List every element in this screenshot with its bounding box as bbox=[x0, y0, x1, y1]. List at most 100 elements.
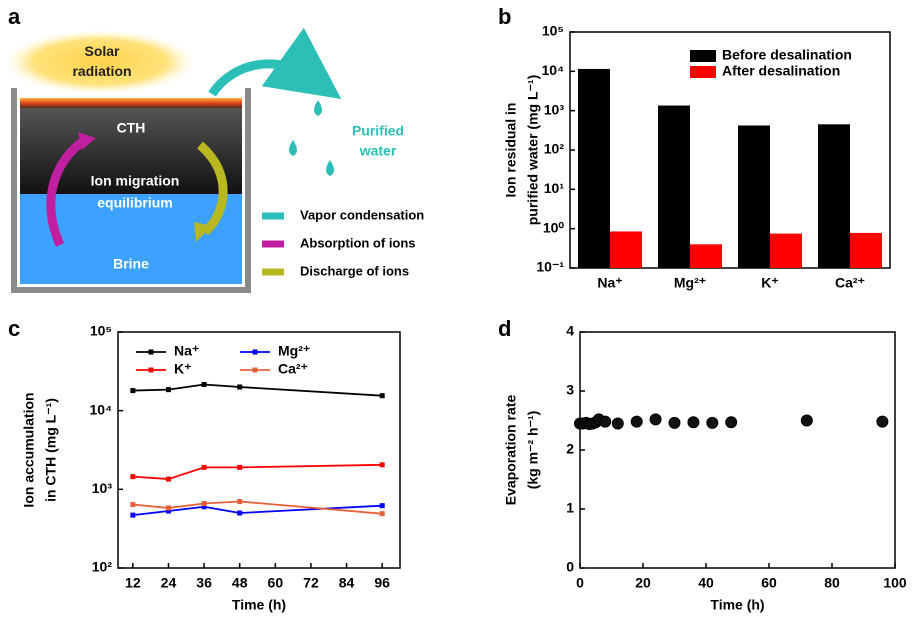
x-tick-label: 84 bbox=[339, 575, 355, 591]
arrow-absorb bbox=[46, 136, 88, 247]
y-tick-label: 4 bbox=[566, 323, 574, 339]
x-tick-label: 12 bbox=[125, 575, 141, 591]
marker bbox=[237, 384, 243, 390]
marker bbox=[237, 510, 243, 516]
bar bbox=[610, 231, 642, 268]
droplets bbox=[289, 100, 334, 176]
bar bbox=[690, 244, 722, 268]
legend-marker bbox=[148, 349, 154, 355]
legend-text: Na⁺ bbox=[174, 343, 199, 359]
droplet bbox=[289, 140, 297, 156]
y-tick-label: 10⁵ bbox=[90, 323, 112, 339]
y-tick-label: 10³ bbox=[544, 101, 565, 117]
y-axis-label: purified water (mg L⁻¹) bbox=[525, 75, 541, 226]
point bbox=[706, 416, 719, 429]
marker bbox=[201, 504, 207, 510]
legend-text: K⁺ bbox=[174, 361, 192, 377]
x-tick-label: 100 bbox=[883, 575, 907, 591]
x-tick-label: Mg²⁺ bbox=[674, 275, 706, 291]
marker bbox=[165, 387, 171, 393]
x-tick-label: 20 bbox=[635, 575, 651, 591]
plot-frame bbox=[117, 331, 401, 569]
y-tick-label: 10² bbox=[544, 141, 565, 157]
product-label: Purified bbox=[352, 123, 404, 139]
legend-marker bbox=[148, 367, 154, 373]
y-tick-label: 10³ bbox=[92, 480, 113, 496]
y-tick-label: 3 bbox=[566, 382, 574, 398]
legend-swatch bbox=[690, 50, 716, 62]
layer-label: equilibrium bbox=[97, 195, 172, 211]
point bbox=[599, 415, 612, 428]
diagram: a Solar radiation CTH Ion migration equil… bbox=[5, 4, 424, 293]
point bbox=[630, 415, 643, 428]
legend-swatch bbox=[690, 66, 716, 78]
point bbox=[725, 416, 738, 429]
product-label: water bbox=[359, 143, 397, 159]
panel-label: d bbox=[498, 316, 511, 341]
y-tick-label: 10⁴ bbox=[542, 62, 565, 78]
y-tick-label: 2 bbox=[566, 441, 574, 457]
legend-text: Absorption of ions bbox=[300, 235, 416, 250]
marker bbox=[201, 382, 207, 388]
layer-label: CTH bbox=[117, 120, 146, 136]
sun-glow bbox=[5, 30, 195, 94]
x-axis-label: Time (h) bbox=[232, 597, 286, 613]
x-tick-label: 40 bbox=[698, 575, 714, 591]
legend-text: Vapor condensation bbox=[300, 207, 424, 222]
bar bbox=[658, 105, 690, 268]
marker bbox=[379, 462, 385, 468]
point bbox=[687, 416, 700, 429]
y-tick-label: 0 bbox=[566, 559, 574, 575]
x-tick-label: 96 bbox=[374, 575, 390, 591]
legend-text: Discharge of ions bbox=[300, 263, 409, 278]
y-tick-label: 1 bbox=[566, 500, 574, 516]
x-tick-label: Ca²⁺ bbox=[835, 275, 865, 291]
marker bbox=[130, 474, 136, 480]
point bbox=[800, 414, 813, 427]
marker bbox=[237, 499, 243, 505]
marker bbox=[201, 464, 207, 470]
marker bbox=[165, 508, 171, 514]
marker bbox=[237, 464, 243, 470]
x-tick-label: 60 bbox=[761, 575, 777, 591]
y-axis-label: in CTH (mg L⁻¹) bbox=[43, 398, 59, 502]
marker bbox=[379, 511, 385, 517]
layer-label: Brine bbox=[113, 256, 149, 272]
x-tick-label: 36 bbox=[196, 575, 212, 591]
y-tick-label: 10¹ bbox=[544, 180, 565, 196]
arrow-absorb bbox=[78, 132, 96, 150]
droplet bbox=[326, 160, 334, 176]
legend-text: After desalination bbox=[722, 63, 840, 79]
sun-text: Solar bbox=[84, 43, 120, 59]
container bbox=[11, 88, 251, 293]
marker bbox=[379, 393, 385, 399]
layer-label: Ion migration bbox=[91, 173, 180, 189]
droplet bbox=[314, 100, 322, 116]
x-tick-label: 80 bbox=[824, 575, 840, 591]
bar bbox=[850, 232, 882, 268]
y-tick-label: 10⁴ bbox=[90, 401, 113, 417]
y-tick-label: 10⁻¹ bbox=[536, 259, 564, 275]
x-tick-label: 72 bbox=[303, 575, 319, 591]
y-tick-label: 10⁵ bbox=[542, 23, 564, 39]
x-tick-label: Na⁺ bbox=[597, 275, 622, 291]
marker bbox=[165, 505, 171, 511]
panel-label: c bbox=[8, 316, 20, 341]
panel-label: b bbox=[498, 4, 511, 29]
x-tick-label: K⁺ bbox=[761, 275, 779, 291]
marker bbox=[130, 512, 136, 518]
arrow-vapor bbox=[208, 27, 342, 99]
marker bbox=[130, 502, 136, 508]
point bbox=[611, 417, 624, 430]
legend-marker bbox=[252, 349, 258, 355]
marker bbox=[201, 501, 207, 507]
legend-text: Mg²⁺ bbox=[278, 343, 310, 359]
sun-label: Solar radiation bbox=[72, 43, 131, 79]
x-tick-label: 48 bbox=[232, 575, 248, 591]
sun-text: radiation bbox=[72, 63, 131, 79]
y-axis-label: Evaporation rate bbox=[503, 395, 519, 506]
point bbox=[668, 416, 681, 429]
marker bbox=[165, 476, 171, 482]
y-axis-label: (kg m⁻² h⁻¹) bbox=[525, 411, 541, 490]
